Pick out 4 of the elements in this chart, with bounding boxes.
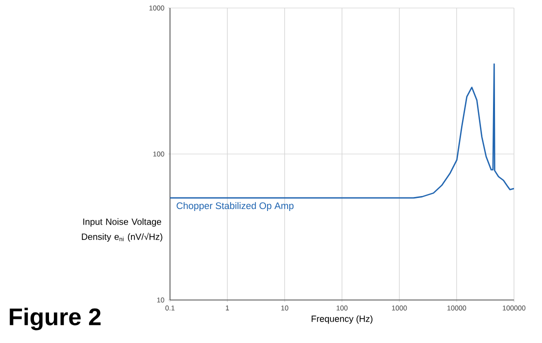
y-axis-title: Input Noise Voltage Density e$_{ni}$ (nV/√Hz) <box>82 218 162 242</box>
x-axis-title: Frequency (Hz) <box>312 315 372 324</box>
caption: Figure 2 <box>10 308 101 330</box>
series-label: Chopper Stabilized Op Amp <box>176 202 294 211</box>
